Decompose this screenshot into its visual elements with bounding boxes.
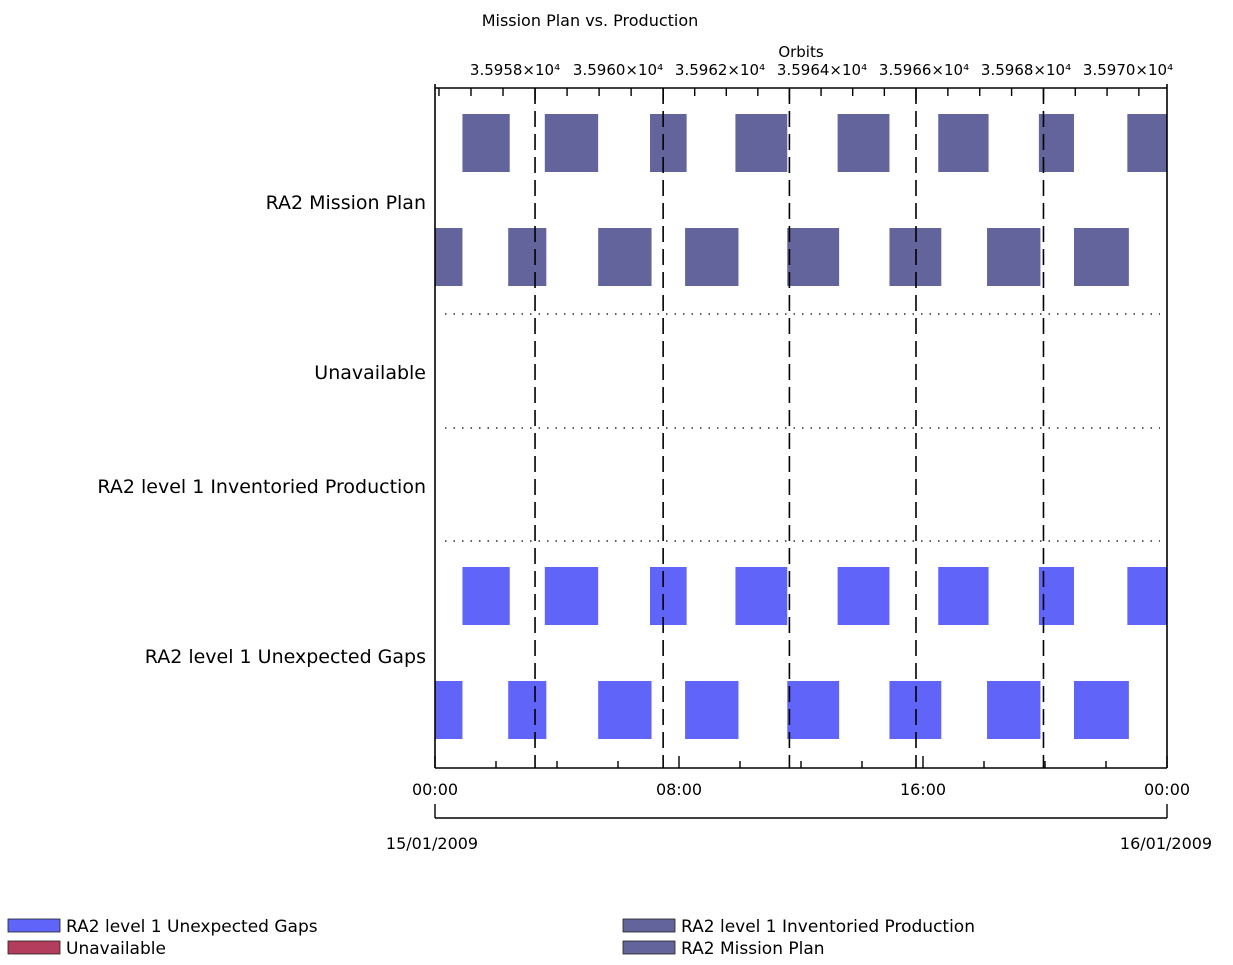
bar	[462, 567, 510, 625]
bar	[1073, 228, 1129, 286]
legend-label: RA2 Mission Plan	[681, 939, 825, 959]
bar	[787, 681, 840, 739]
bar	[508, 681, 547, 739]
bar	[1073, 681, 1129, 739]
plot-area: RA2 Mission Plan Unavailable RA2 level 1 I…	[97, 61, 1212, 853]
legend-label: RA2 level 1 Unexpected Gaps	[66, 917, 318, 937]
row-label: Unavailable	[314, 362, 426, 384]
bar	[508, 228, 547, 286]
bar	[987, 681, 1041, 739]
bar	[735, 567, 788, 625]
time-tick-label: 00:00	[1144, 780, 1190, 799]
row-label: RA2 Mission Plan	[266, 192, 426, 214]
bar	[837, 567, 890, 625]
bar	[685, 681, 739, 739]
row-label: RA2 level 1 Inventoried Production	[97, 476, 426, 498]
bar	[938, 567, 989, 625]
top-tick-label: 3.5968×10⁴	[981, 61, 1071, 79]
bar	[650, 567, 687, 625]
top-tick-label: 3.5970×10⁴	[1083, 61, 1173, 79]
bar	[1038, 114, 1074, 172]
bar	[544, 567, 599, 625]
bar	[435, 681, 463, 739]
bar	[435, 228, 463, 286]
legend-label: Unavailable	[66, 939, 166, 959]
legend-swatch	[622, 918, 676, 933]
bar	[598, 228, 652, 286]
bar	[735, 114, 788, 172]
bar	[462, 114, 510, 172]
top-axis-label: Orbits	[778, 43, 824, 61]
legend-swatch	[7, 940, 61, 955]
time-tick-label: 16:00	[900, 780, 946, 799]
top-tick-label: 3.5958×10⁴	[470, 61, 560, 79]
date-label: 16/01/2009	[1120, 834, 1212, 853]
bar	[1038, 567, 1074, 625]
time-tick-label: 00:00	[412, 780, 458, 799]
top-tick-label: 3.5962×10⁴	[675, 61, 765, 79]
bar	[598, 681, 652, 739]
bar	[1127, 567, 1167, 625]
legend-label: RA2 level 1 Inventoried Production	[681, 917, 975, 937]
time-tick-label: 08:00	[656, 780, 702, 799]
row-label: RA2 level 1 Unexpected Gaps	[145, 646, 426, 668]
bar	[938, 114, 989, 172]
top-tick-label: 3.5960×10⁴	[573, 61, 663, 79]
chart-title: Mission Plan vs. Production	[482, 11, 699, 30]
bar	[685, 228, 739, 286]
bar	[787, 228, 840, 286]
bar	[837, 114, 890, 172]
legend-swatch	[7, 918, 61, 933]
top-tick-label: 3.5966×10⁴	[879, 61, 969, 79]
date-label: 15/01/2009	[386, 834, 478, 853]
bar	[650, 114, 687, 172]
bar	[987, 228, 1041, 286]
bar	[1127, 114, 1167, 172]
top-tick-label: 3.5964×10⁴	[777, 61, 867, 79]
bar	[544, 114, 599, 172]
legend-swatch	[622, 940, 676, 955]
